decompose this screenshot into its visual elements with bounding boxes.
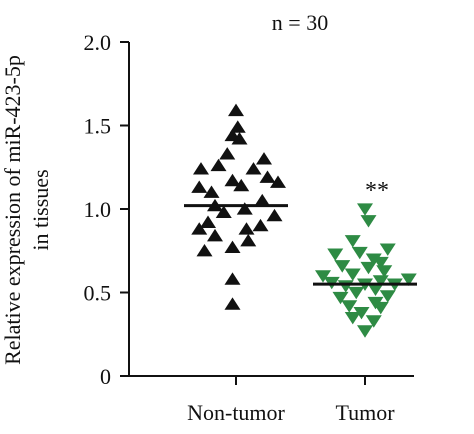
non-tumor-point xyxy=(207,228,223,242)
tumor-point xyxy=(344,235,361,248)
non-tumor-point xyxy=(259,170,276,183)
tumor-point xyxy=(334,260,351,273)
non-tumor-point xyxy=(203,185,220,198)
non-tumor-point xyxy=(224,240,241,254)
tumor-point xyxy=(332,291,349,305)
data-points xyxy=(191,103,417,338)
non-tumor-point xyxy=(219,147,236,160)
non-tumor-point xyxy=(238,222,255,235)
non-tumor-point xyxy=(266,208,283,222)
significance-label: ** xyxy=(365,178,389,204)
tumor-point xyxy=(357,325,373,338)
tumor-point xyxy=(365,315,382,328)
mean-lines xyxy=(184,204,417,286)
non-tumor-point xyxy=(245,162,262,175)
tumor-point xyxy=(360,261,377,275)
tumor-point xyxy=(372,301,389,315)
non-tumor-point xyxy=(193,162,209,175)
y-axis-title-line1: Relative expression of miR-423-5p xyxy=(0,55,25,365)
non-tumor-point xyxy=(191,180,208,193)
tumor-point xyxy=(372,275,389,288)
tumor-point xyxy=(376,265,393,278)
y-tick-label: 0.5 xyxy=(84,281,112,306)
tumor-point xyxy=(315,270,331,283)
y-axis-ticks: 0 0.5 1.0 1.5 2.0 xyxy=(84,30,129,389)
tumor-point xyxy=(348,286,365,300)
x-tick-label: Non-tumor xyxy=(187,400,285,425)
y-axis-title-line2: in tissues xyxy=(28,169,53,250)
non-tumor-point xyxy=(228,103,244,117)
non-tumor-point xyxy=(236,202,253,215)
tumor-point xyxy=(357,203,373,216)
tumor-point xyxy=(344,268,361,281)
tumor-point xyxy=(327,248,344,261)
tumor-point xyxy=(360,215,377,228)
tumor-point xyxy=(379,290,396,303)
x-tick-label: Tumor xyxy=(335,400,395,425)
non-tumor-point xyxy=(270,175,286,188)
non-tumor-point xyxy=(252,218,269,232)
y-tick-label: 2.0 xyxy=(84,30,112,55)
tumor-point xyxy=(351,246,368,260)
non-tumor-point xyxy=(224,173,241,187)
non-tumor-point xyxy=(254,193,271,207)
tumor-point xyxy=(344,311,361,325)
non-tumor-point xyxy=(196,243,213,257)
tumor-point xyxy=(400,273,417,286)
non-tumor-point xyxy=(224,297,241,310)
tumor-point xyxy=(372,256,389,270)
non-tumor-point xyxy=(229,120,246,133)
y-tick-label: 1.0 xyxy=(84,197,112,222)
non-tumor-point xyxy=(215,205,232,218)
tumor-point xyxy=(379,243,396,256)
non-tumor-point xyxy=(224,272,241,285)
non-tumor-point xyxy=(200,215,216,228)
tumor-point xyxy=(365,253,382,266)
non-tumor-point xyxy=(231,132,248,145)
tumor-point xyxy=(367,283,384,296)
y-tick-label: 1.5 xyxy=(84,114,112,139)
y-tick-label: 0 xyxy=(100,364,111,389)
tumor-point xyxy=(353,306,370,320)
non-tumor-point xyxy=(191,222,208,235)
non-tumor-point xyxy=(256,152,272,165)
tumor-point xyxy=(341,300,358,313)
non-tumor-point xyxy=(233,178,250,192)
non-tumor-point xyxy=(240,233,257,247)
sample-size-label: n = 30 xyxy=(272,10,328,35)
non-tumor-point xyxy=(210,158,227,172)
x-axis-ticks: Non-tumor Tumor xyxy=(187,376,395,425)
